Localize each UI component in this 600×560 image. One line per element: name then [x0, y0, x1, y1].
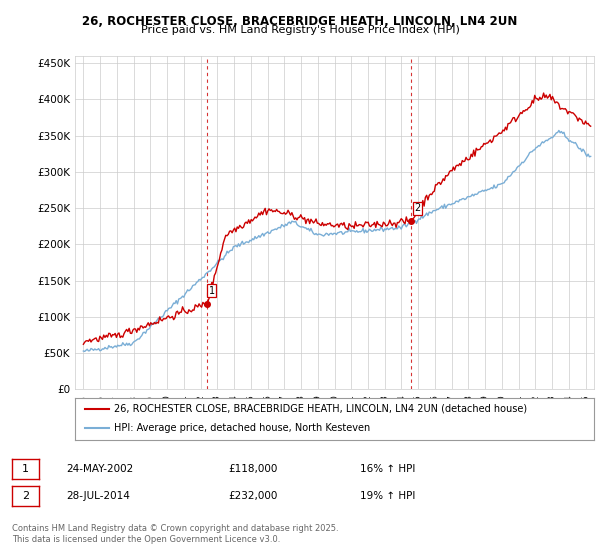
Text: 1: 1 — [209, 286, 215, 296]
Text: Price paid vs. HM Land Registry's House Price Index (HPI): Price paid vs. HM Land Registry's House … — [140, 25, 460, 35]
Text: 19% ↑ HPI: 19% ↑ HPI — [360, 491, 415, 501]
Text: £118,000: £118,000 — [228, 464, 277, 474]
Text: 2: 2 — [415, 203, 421, 213]
Text: 16% ↑ HPI: 16% ↑ HPI — [360, 464, 415, 474]
Text: 2: 2 — [22, 491, 29, 501]
Text: HPI: Average price, detached house, North Kesteven: HPI: Average price, detached house, Nort… — [114, 423, 370, 433]
Text: 28-JUL-2014: 28-JUL-2014 — [66, 491, 130, 501]
Text: £232,000: £232,000 — [228, 491, 277, 501]
Text: 1: 1 — [22, 464, 29, 474]
Text: 26, ROCHESTER CLOSE, BRACEBRIDGE HEATH, LINCOLN, LN4 2UN: 26, ROCHESTER CLOSE, BRACEBRIDGE HEATH, … — [82, 15, 518, 27]
Text: 26, ROCHESTER CLOSE, BRACEBRIDGE HEATH, LINCOLN, LN4 2UN (detached house): 26, ROCHESTER CLOSE, BRACEBRIDGE HEATH, … — [114, 404, 527, 414]
Text: Contains HM Land Registry data © Crown copyright and database right 2025.
This d: Contains HM Land Registry data © Crown c… — [12, 524, 338, 544]
Text: 24-MAY-2002: 24-MAY-2002 — [66, 464, 133, 474]
